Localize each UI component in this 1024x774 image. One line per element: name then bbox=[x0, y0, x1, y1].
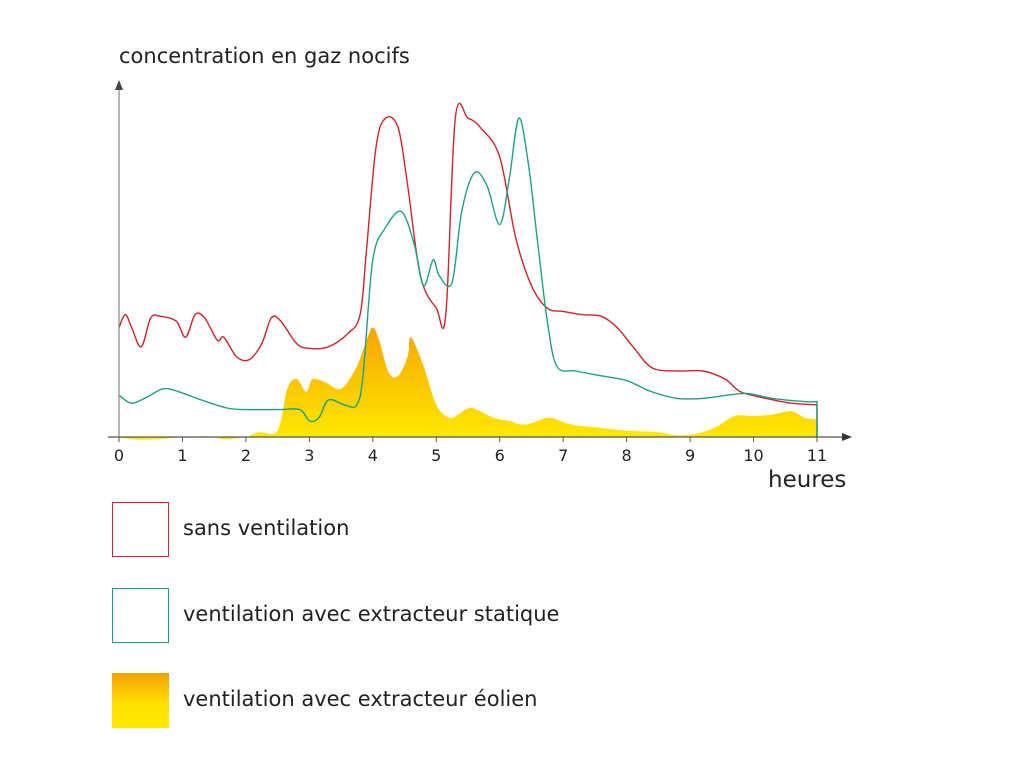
legend-swatch-green bbox=[112, 588, 169, 643]
series-area-eolien bbox=[119, 327, 817, 440]
tick-layer: 0 1 2 3 4 5 6 7 8 9 10 11 bbox=[114, 437, 827, 465]
x-tick-label: 4 bbox=[368, 446, 378, 465]
x-tick-label: 6 bbox=[495, 446, 505, 465]
x-tick-label: 10 bbox=[743, 446, 763, 465]
x-tick-label: 9 bbox=[685, 446, 695, 465]
x-axis-arrow bbox=[842, 433, 852, 441]
x-tick-label: 8 bbox=[622, 446, 632, 465]
x-tick-label: 0 bbox=[114, 446, 124, 465]
legend-swatch-yellow bbox=[112, 673, 169, 728]
legend-label: ventilation avec extracteur statique bbox=[183, 602, 560, 626]
series-layer bbox=[118, 102, 818, 440]
x-tick-label: 3 bbox=[304, 446, 314, 465]
series-line-1 bbox=[118, 117, 818, 437]
x-tick-label: 2 bbox=[241, 446, 251, 465]
legend-label: ventilation avec extracteur éolien bbox=[183, 687, 538, 711]
x-tick-label: 5 bbox=[431, 446, 441, 465]
x-axis-label: heures bbox=[768, 467, 847, 493]
x-tick-label: 7 bbox=[558, 446, 568, 465]
x-tick-label: 1 bbox=[177, 446, 187, 465]
y-axis-arrow bbox=[115, 80, 123, 90]
series-line-0 bbox=[118, 102, 818, 437]
x-tick-label: 11 bbox=[807, 446, 827, 465]
legend-swatch-red bbox=[112, 502, 169, 557]
y-axis-label: concentration en gaz nocifs bbox=[119, 44, 410, 68]
legend-label: sans ventilation bbox=[183, 516, 350, 540]
